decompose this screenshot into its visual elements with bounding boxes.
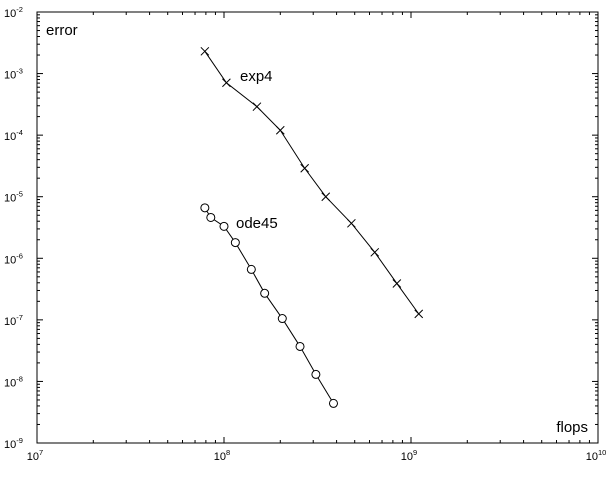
data-point-ode45: [206, 212, 216, 222]
data-point-ode45: [230, 238, 240, 248]
y-tick-label: 10-9: [4, 436, 23, 451]
data-point-exp4: [252, 102, 262, 112]
series-label-exp4: exp4: [240, 68, 273, 85]
data-point-ode45: [219, 221, 229, 231]
data-point-ode45: [328, 398, 338, 408]
data-point-ode45: [260, 288, 270, 298]
data-point-ode45: [295, 341, 305, 351]
data-point-exp4: [275, 125, 285, 135]
y-tick-label: 10-6: [4, 251, 23, 266]
data-point-exp4: [321, 192, 331, 202]
y-tick-label: 10-7: [4, 313, 23, 328]
tick-labels-layer: 107 108 109 1010 10-2 10-3 10-4 10-5 10-6 10-7 10-…: [4, 5, 606, 463]
data-point-ode45: [246, 264, 256, 274]
x-axis-label: flops: [556, 419, 588, 436]
data-point-exp4: [222, 78, 231, 88]
data-point-exp4: [347, 218, 356, 228]
y-tick-label: 10-2: [4, 5, 23, 20]
data-point-exp4: [392, 279, 402, 288]
data-point-exp4: [300, 163, 310, 173]
y-tick-label: 10-5: [4, 190, 23, 205]
data-point-ode45: [200, 203, 210, 213]
data-point-ode45: [311, 369, 321, 379]
x-tick-label: 107: [27, 448, 43, 463]
x-tick-label: 108: [214, 448, 230, 463]
y-axis-label: error: [46, 22, 78, 39]
y-tick-label: 10-4: [4, 128, 23, 143]
y-tick-label: 10-3: [4, 67, 23, 82]
data-point-exp4: [414, 309, 424, 319]
data-point-ode45: [277, 314, 287, 324]
data-point-exp4: [200, 46, 210, 56]
series-line-ode45: [204, 207, 334, 404]
y-tick-label: 10-8: [4, 374, 23, 389]
data-point-exp4: [370, 247, 380, 257]
x-tick-label: 1010: [586, 448, 607, 463]
series-label-ode45: ode45: [236, 215, 278, 232]
x-tick-label: 109: [401, 448, 417, 463]
ticks-layer: [36, 12, 598, 444]
series-layer: [200, 46, 424, 408]
series-line-exp4: [204, 51, 420, 315]
